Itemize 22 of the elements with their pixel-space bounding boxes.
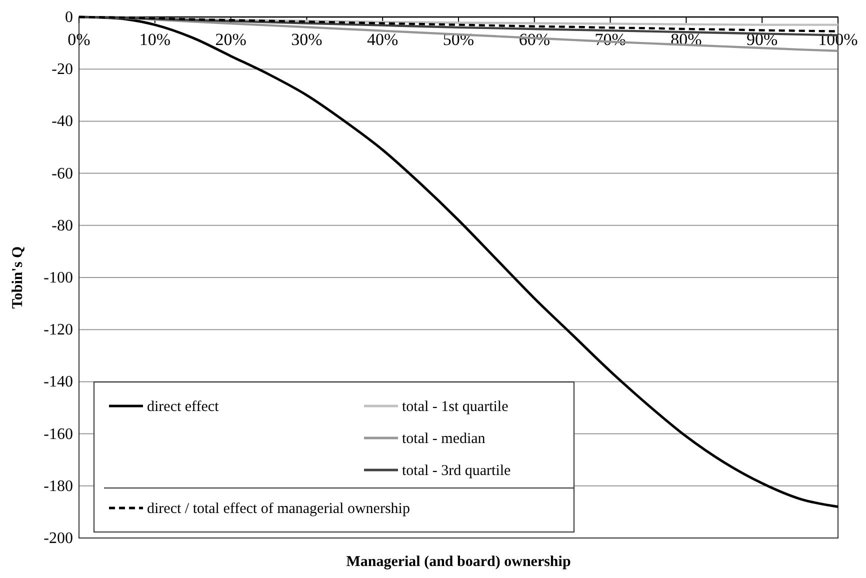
x-tick-label: 10%: [139, 30, 170, 49]
y-tick-label: -200: [44, 530, 73, 547]
y-tick-label: -40: [52, 113, 73, 130]
y-tick-label: -80: [52, 217, 73, 234]
y-axis-title: Tobin's Q: [10, 246, 26, 309]
y-tick-label: -100: [44, 270, 73, 286]
x-tick-label: 20%: [215, 30, 246, 49]
y-tick-label: -160: [44, 426, 73, 443]
x-tick-label: 30%: [291, 30, 322, 49]
y-tick-label: -140: [44, 374, 73, 391]
y-tick-label: -180: [44, 478, 73, 495]
x-axis-title: Managerial (and board) ownership: [346, 554, 571, 570]
legend-label: total - 3rd quartile: [402, 463, 512, 479]
x-tick-label: 40%: [367, 30, 398, 49]
legend-label: direct / total effect of managerial ownership: [147, 501, 410, 517]
y-tick-label: -20: [52, 61, 73, 78]
legend-label: direct effect: [147, 399, 220, 415]
legend-label: total - 1st quartile: [402, 399, 509, 415]
y-tick-label: 0: [65, 9, 73, 26]
y-tick-label: -60: [52, 165, 73, 182]
legend-label: total - median: [402, 431, 486, 447]
y-tick-label: -120: [44, 322, 73, 339]
